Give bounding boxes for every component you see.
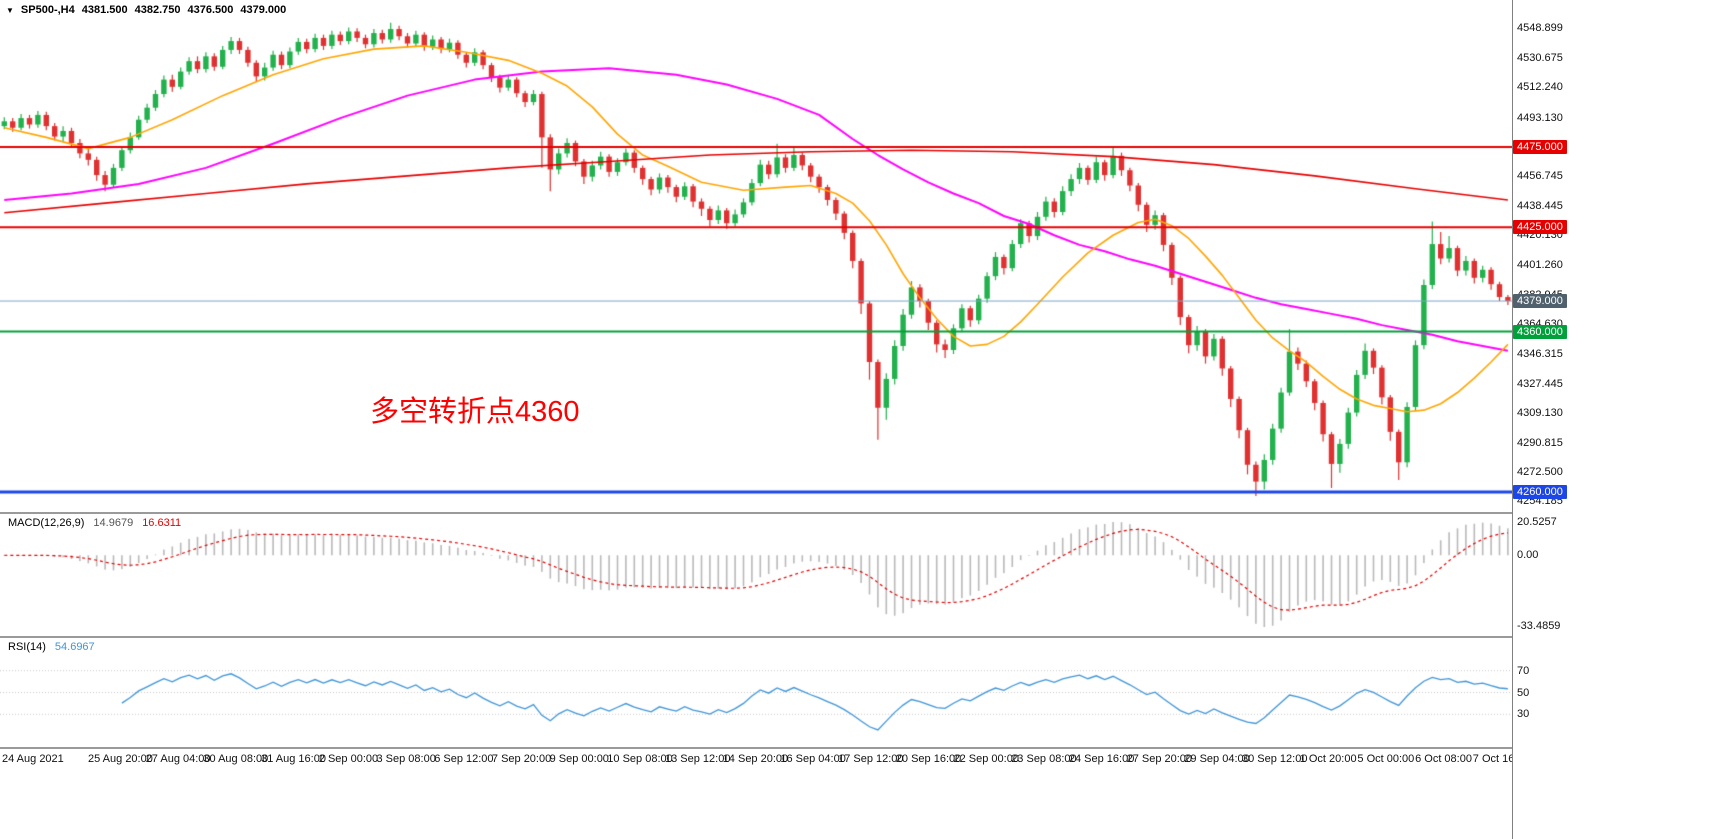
price-tick-label: 4530.675 [1517, 51, 1563, 64]
rsi-level-label: 50 [1517, 686, 1530, 699]
time-axis-label: 23 Sep 08:00 [1011, 753, 1077, 765]
time-axis-label: 16 Sep 04:00 [780, 753, 846, 765]
panel-separator-time-axis[interactable] [0, 747, 1728, 749]
time-axis-label: 3 Sep 08:00 [376, 753, 436, 765]
price-tick-label: 4401.260 [1517, 259, 1563, 272]
panel-separator-macd[interactable] [0, 512, 1728, 514]
rsi-value: 54.6967 [54, 641, 95, 653]
price-tick-label: 4327.445 [1517, 377, 1563, 390]
symbol-period-label: SP500-,H4 [20, 4, 75, 16]
time-axis-label: 7 Sep 20:00 [491, 753, 552, 765]
rsi-canvas[interactable] [0, 638, 1512, 747]
price-tick-label: 4309.130 [1517, 407, 1563, 420]
time-axis-label: 25 Aug 20:00 [88, 753, 153, 765]
macd-scale-zero-label: 0.00 [1517, 549, 1539, 562]
price-tag-4260.000: 4260.000 [1513, 485, 1567, 499]
symbol-info: ▼ SP500-,H4 4381.500 4382.750 4376.500 4… [6, 4, 286, 16]
rsi-label: RSI(14) [8, 641, 46, 653]
time-axis-label: 29 Sep 04:00 [1184, 753, 1250, 765]
price-tick-label: 4493.130 [1517, 111, 1563, 124]
time-axis-label: 27 Sep 20:00 [1126, 753, 1193, 765]
price-tick-label: 4272.500 [1517, 465, 1563, 478]
bearish-marker-icon: ▼ [6, 5, 14, 15]
time-axis-label: 13 Sep 12:00 [665, 753, 731, 765]
time-axis-label: 6 Oct 08:00 [1415, 753, 1472, 765]
time-axis-label: 1 Oct 20:00 [1299, 753, 1357, 765]
time-axis-label: 17 Sep 12:00 [838, 753, 904, 765]
price-tag-4475.000: 4475.000 [1513, 140, 1567, 154]
time-axis-label: 10 Sep 08:00 [607, 753, 673, 765]
price-tick-label: 4346.315 [1517, 347, 1563, 360]
rsi-level-label: 30 [1517, 708, 1530, 721]
price-tick-label: 4290.815 [1517, 436, 1563, 449]
macd-canvas[interactable] [0, 514, 1512, 635]
price-tag-4360.000: 4360.000 [1513, 324, 1567, 339]
time-axis-label: 22 Sep 00:00 [953, 753, 1019, 765]
macd-label: MACD(12,26,9) [8, 517, 85, 529]
price-axis[interactable]: 20.5257 0.00 -33.4859 70 50 30 4548.899 4530… [1512, 0, 1728, 839]
main-chart-canvas[interactable] [0, 0, 1512, 512]
panel-separator-rsi[interactable] [0, 636, 1728, 638]
price-tick-label: 4456.745 [1517, 170, 1563, 183]
price-tag-4379.000: 4379.000 [1513, 294, 1567, 309]
time-axis-label: 24 Sep 16:00 [1068, 753, 1135, 765]
ohlc-open-value: 4381.500 [81, 4, 128, 16]
ohlc-high-value: 4382.750 [134, 4, 181, 16]
macd-label-row: MACD(12,26,9) 14.9679 16.6311 [8, 517, 181, 529]
time-axis-label: 30 Aug 08:00 [203, 753, 269, 765]
time-axis-label: 14 Sep 20:00 [722, 753, 789, 765]
time-axis-label: 30 Sep 12:00 [1242, 753, 1308, 765]
macd-value-main: 14.9679 [93, 517, 134, 529]
rsi-level-label: 70 [1517, 664, 1530, 677]
macd-value-signal: 16.6311 [142, 517, 182, 529]
time-axis-label: 5 Oct 00:00 [1357, 753, 1415, 765]
time-axis-label: 6 Sep 12:00 [434, 753, 494, 765]
time-axis-label: 24 Aug 2021 [2, 753, 64, 765]
time-axis-label: 2 Sep 00:00 [318, 753, 379, 765]
price-tick-label: 4548.899 [1517, 22, 1563, 35]
rsi-label-row: RSI(14) 54.6967 [8, 641, 95, 653]
time-axis-label: 31 Aug 16:00 [261, 753, 326, 765]
chart-annotation-text[interactable]: 多空转折点4360 [370, 396, 580, 428]
time-axis-label: 20 Sep 16:00 [895, 753, 962, 765]
time-axis-label: 27 Aug 04:00 [145, 753, 211, 765]
ohlc-close-value: 4379.000 [240, 4, 287, 16]
macd-scale-max-label: 20.5257 [1517, 516, 1557, 528]
time-axis[interactable]: 24 Aug 2021 25 Aug 20:00 27 Aug 04:00 30 Au… [0, 749, 1530, 775]
price-tick-label: 4438.445 [1517, 199, 1563, 212]
price-tick-label: 4512.240 [1517, 81, 1563, 94]
macd-scale-min-label: -33.4859 [1517, 620, 1561, 632]
price-tag-4425.000: 4425.000 [1513, 220, 1567, 235]
time-axis-label: 9 Sep 00:00 [549, 753, 609, 765]
ohlc-low-value: 4376.500 [187, 4, 234, 16]
